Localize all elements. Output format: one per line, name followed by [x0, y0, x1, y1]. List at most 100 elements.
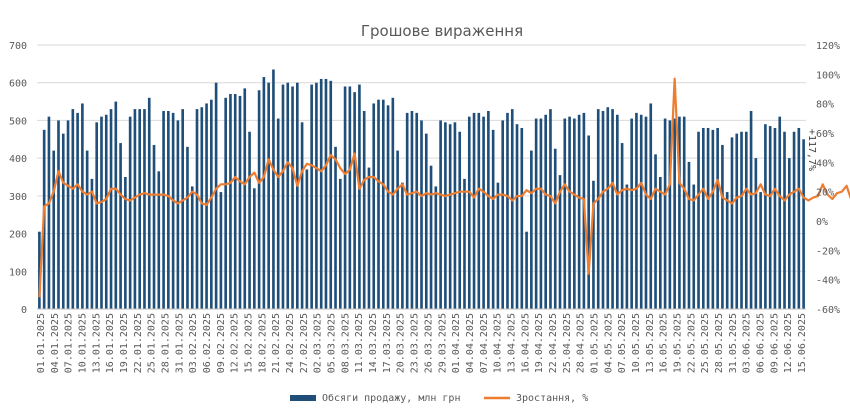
x-tick-label: 22.04.2025 — [548, 313, 559, 373]
bar — [291, 86, 294, 309]
bar — [749, 111, 753, 309]
bar — [162, 111, 165, 309]
bar — [358, 84, 361, 309]
x-tick-label: 28.01.2025 — [161, 313, 172, 373]
bar — [143, 109, 146, 309]
bar — [635, 112, 638, 309]
legend-swatch-bars — [290, 395, 316, 401]
bar — [487, 111, 490, 309]
annotation-label: +117,7% — [806, 129, 817, 171]
x-tick-label: 19.05.2025 — [672, 313, 683, 373]
bar — [778, 116, 782, 310]
x-tick-label: 31.01.2025 — [174, 313, 185, 373]
bar — [654, 154, 657, 309]
left-tick-label: 500 — [9, 116, 27, 127]
x-tick-label: 13.04.2025 — [506, 313, 517, 373]
bar — [515, 124, 519, 309]
x-tick-label: 25.04.2025 — [562, 313, 573, 373]
bar — [381, 99, 385, 309]
bar — [324, 78, 328, 309]
x-tick-label: 04.01.2025 — [50, 313, 61, 373]
x-tick-label: 16.04.2025 — [520, 313, 531, 373]
bar — [348, 86, 352, 309]
bar — [553, 148, 557, 309]
x-tick-label: 10.01.2025 — [78, 313, 89, 373]
x-tick-label: 08.03.2025 — [340, 313, 351, 373]
bar — [233, 94, 237, 310]
x-tick-label: 24.02.2025 — [285, 313, 296, 373]
bar — [214, 82, 218, 309]
bar — [210, 99, 213, 309]
bar — [453, 122, 457, 309]
bar — [768, 126, 772, 309]
bar — [644, 116, 648, 310]
bar — [248, 131, 251, 309]
x-tick-label: 22.01.2025 — [133, 313, 144, 373]
bar — [281, 84, 285, 309]
bar — [224, 97, 227, 309]
bar — [730, 137, 734, 309]
bar — [157, 171, 161, 309]
bar — [262, 77, 266, 309]
bar — [109, 109, 113, 309]
bar — [66, 120, 70, 309]
growth-line — [38, 77, 850, 298]
bar — [300, 122, 304, 309]
bar — [119, 143, 122, 309]
bar — [601, 111, 605, 309]
bar — [124, 177, 127, 309]
bar — [171, 112, 175, 309]
bar — [606, 107, 610, 309]
bar — [315, 82, 318, 309]
bar — [81, 103, 84, 309]
bar — [687, 161, 691, 309]
left-tick-label: 400 — [9, 154, 27, 165]
x-tick-label: 04.04.2025 — [465, 313, 476, 373]
bar — [114, 101, 118, 309]
bar — [71, 109, 75, 309]
right-tick-label: 0% — [816, 217, 828, 228]
x-tick-label: 28.04.2025 — [576, 313, 587, 373]
bar — [744, 131, 748, 309]
right-tick-label: -60% — [816, 305, 840, 316]
bar — [439, 120, 442, 309]
x-tick-label: 19.01.2025 — [119, 313, 130, 373]
bar — [549, 109, 552, 309]
bar — [343, 86, 347, 309]
bar — [367, 167, 371, 309]
x-tick-label: 15.06.2025 — [797, 313, 808, 373]
bar — [525, 231, 528, 309]
bar — [52, 150, 56, 309]
right-tick-label: 120% — [816, 41, 840, 52]
legend: Обсяги продажу, млн грн Зростання, % — [290, 392, 588, 404]
x-tick-label: 29.03.2025 — [437, 313, 448, 373]
bar — [496, 182, 500, 309]
bar — [592, 180, 595, 309]
bar — [61, 133, 65, 309]
x-tick-label: 31.05.2025 — [728, 313, 739, 373]
left-tick-label: 100 — [9, 267, 27, 278]
bar — [506, 112, 509, 309]
x-tick-label: 05.03.2025 — [327, 313, 338, 373]
bar — [329, 80, 333, 309]
bar — [147, 97, 151, 309]
left-tick-label: 200 — [9, 230, 27, 241]
x-axis: 01.01.2025 04.01.2025 07.01.2025 10.01.2025… — [36, 308, 808, 373]
bar — [372, 103, 376, 309]
bar — [276, 118, 280, 310]
bar — [530, 150, 533, 309]
x-tick-label: 02.03.2025 — [313, 313, 324, 373]
bar — [759, 192, 762, 309]
x-tick-label: 10.04.2025 — [493, 313, 504, 373]
bar — [90, 178, 94, 309]
right-tick-label: -40% — [816, 276, 840, 287]
bar — [353, 92, 356, 310]
x-tick-label: 16.01.2025 — [105, 313, 116, 373]
bar — [167, 111, 170, 309]
left-tick-label: 700 — [9, 41, 27, 52]
bar — [319, 78, 323, 309]
x-tick-label: 21.02.2025 — [271, 313, 282, 373]
x-tick-label: 12.02.2025 — [230, 313, 241, 373]
bar — [577, 114, 581, 310]
